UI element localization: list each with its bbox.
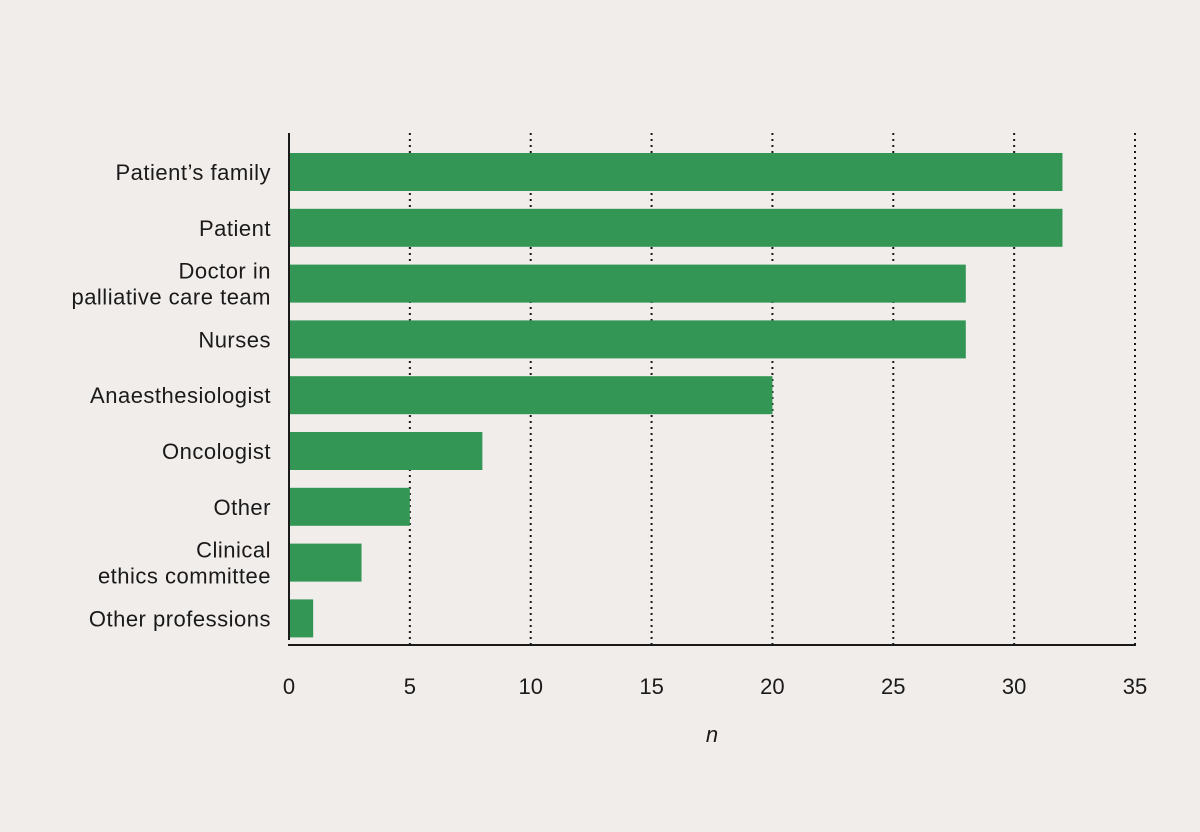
x-tick-label: 10 [518, 674, 542, 699]
category-label: Other [213, 495, 271, 520]
x-tick-label: 15 [639, 674, 663, 699]
x-tick-label: 30 [1002, 674, 1026, 699]
x-tick-label: 25 [881, 674, 905, 699]
category-label: Doctor in [178, 259, 271, 284]
bar [289, 487, 410, 526]
bar [289, 432, 483, 470]
x-tick-label: 5 [404, 674, 416, 699]
x-tick-label: 0 [283, 674, 295, 699]
x-tick-labels: 0 5 10 15 20 25 30 35 [283, 674, 1147, 699]
bar [289, 208, 1063, 247]
bar [289, 599, 314, 638]
category-label: Patient’s family [115, 160, 271, 185]
category-labels: Patient’s family Patient Doctor inpalliati… [71, 160, 271, 631]
bar [289, 543, 362, 582]
category-label: Nurses [198, 327, 271, 352]
bars [289, 153, 1063, 638]
x-tick-label: 35 [1123, 674, 1147, 699]
bar [289, 153, 1063, 191]
category-label: Other professions [89, 606, 271, 631]
category-label: Clinical [196, 538, 271, 563]
category-label: Oncologist [162, 439, 271, 464]
category-label: palliative care team [71, 285, 271, 310]
bar [289, 376, 773, 415]
x-axis-label: n [706, 722, 718, 747]
bar [289, 320, 966, 359]
category-label: Anaesthesiologist [90, 383, 271, 408]
bar [289, 264, 966, 303]
category-label: ethics committee [98, 564, 271, 589]
category-label: Patient [199, 216, 271, 241]
x-tick-label: 20 [760, 674, 784, 699]
